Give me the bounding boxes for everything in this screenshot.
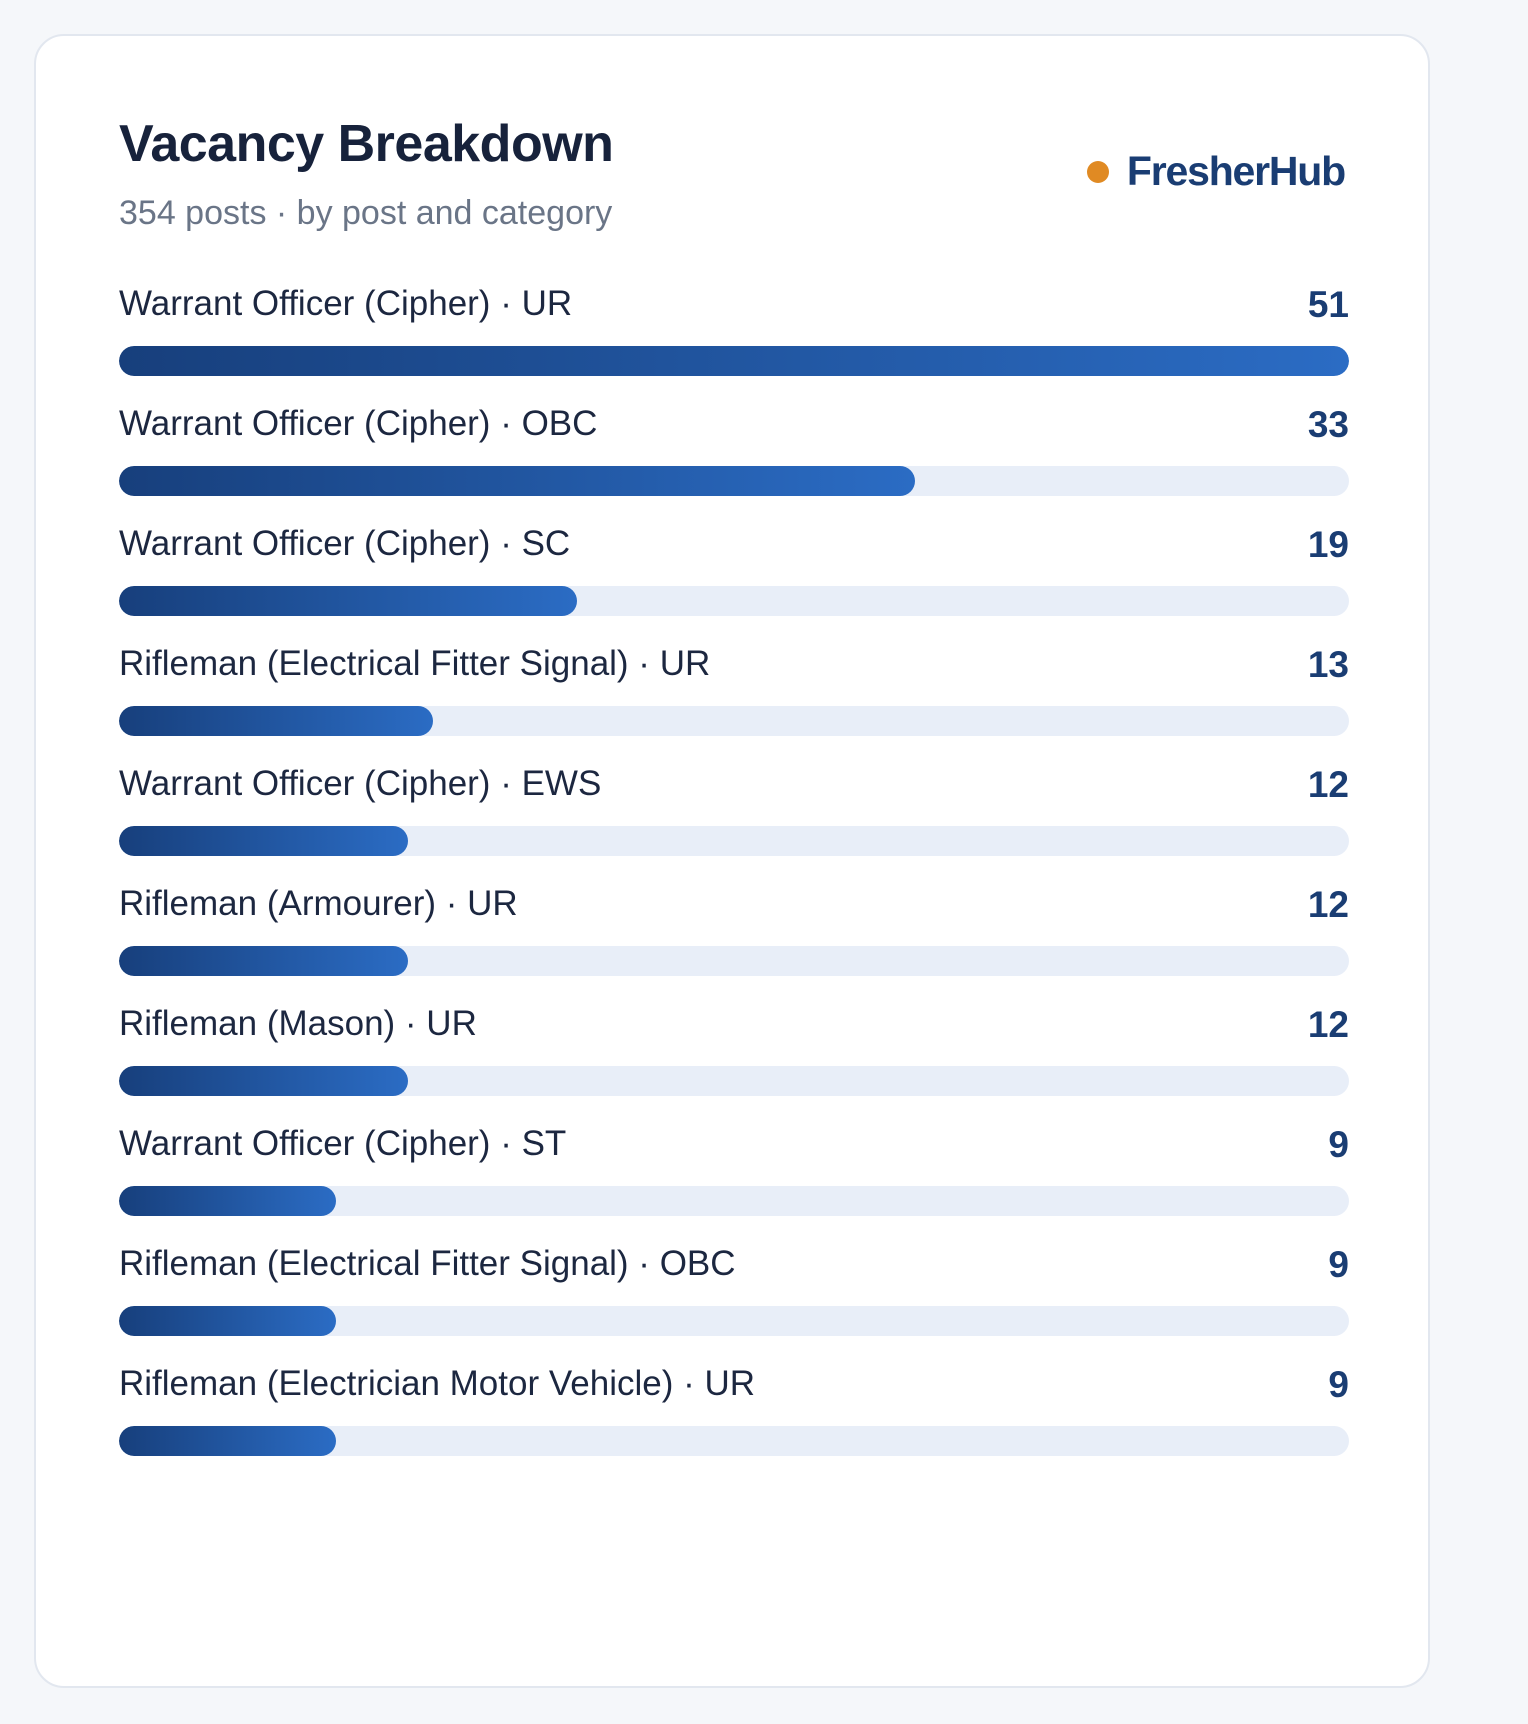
bar-value-label: 12 [1307,1004,1349,1045]
bar-value-label: 12 [1307,884,1349,925]
bar-track [119,586,1349,616]
bar-label: Rifleman (Electrical Fitter Signal) · UR [119,644,711,683]
bar-track [119,466,1349,496]
bar-track [119,946,1349,976]
bar-track [119,1426,1349,1456]
bar-track [119,1186,1349,1216]
bar-row: Warrant Officer (Cipher) · OBC 33 [119,404,1349,524]
bar [119,1426,336,1456]
card-subtitle: 354 posts · by post and category [119,194,613,232]
bar-track [119,1066,1349,1096]
bar-row: Rifleman (Electrician Motor Vehicle) · U… [119,1364,1349,1484]
bar-row: Warrant Officer (Cipher) · ST 9 [119,1124,1349,1244]
bar-row: Warrant Officer (Cipher) · EWS 12 [119,764,1349,884]
brand-name: FresherHub [1126,148,1346,194]
bar-track [119,1306,1349,1336]
bar-track [119,826,1349,856]
bar [119,826,408,856]
bar-row: Rifleman (Armourer) · UR 12 [119,884,1349,1004]
bar-value-label: 33 [1307,404,1349,445]
bar-label: Rifleman (Mason) · UR [119,1004,477,1043]
card-header: Vacancy Breakdown 354 posts · by post an… [119,114,1346,244]
bar-label: Rifleman (Electrician Motor Vehicle) · U… [119,1364,756,1403]
bar [119,346,1349,376]
brand-dot-icon [1086,160,1109,183]
brand-badge: FresherHub [1086,148,1346,195]
bar-label: Warrant Officer (Cipher) · OBC [119,404,598,443]
bar-value-label: 9 [1328,1124,1349,1165]
vacancy-breakdown-card: Vacancy Breakdown 354 posts · by post an… [34,34,1430,1688]
bar-row: Rifleman (Mason) · UR 12 [119,1004,1349,1124]
bar-row: Rifleman (Electrical Fitter Signal) · OB… [119,1244,1349,1364]
bar [119,706,433,736]
bar [119,466,915,496]
bar-track [119,706,1349,736]
bar-label: Rifleman (Armourer) · UR [119,884,518,923]
bar-row: Warrant Officer (Cipher) · SC 19 [119,524,1349,644]
bar [119,1186,336,1216]
bar-value-label: 9 [1328,1244,1349,1285]
bar [119,1306,336,1336]
bar-value-label: 13 [1307,644,1349,685]
bar-value-label: 9 [1328,1364,1349,1405]
bar-label: Warrant Officer (Cipher) · EWS [119,764,602,803]
bar-value-label: 12 [1307,764,1349,805]
bar [119,946,408,976]
bar-label: Warrant Officer (Cipher) · ST [119,1124,567,1163]
bar-track [119,346,1349,376]
bar [119,1066,408,1096]
bar-label: Warrant Officer (Cipher) · SC [119,524,571,563]
bar-chart: Warrant Officer (Cipher) · UR 51 Warrant O… [119,284,1349,1684]
bar-row: Warrant Officer (Cipher) · UR 51 [119,284,1349,404]
bar-value-label: 19 [1307,524,1349,565]
bar-label: Rifleman (Electrical Fitter Signal) · OB… [119,1244,736,1283]
card-title: Vacancy Breakdown [119,115,614,173]
bar-value-label: 51 [1307,284,1349,325]
bar-row: Rifleman (Electrical Fitter Signal) · UR… [119,644,1349,764]
bar-label: Warrant Officer (Cipher) · UR [119,284,573,323]
bar [119,586,577,616]
